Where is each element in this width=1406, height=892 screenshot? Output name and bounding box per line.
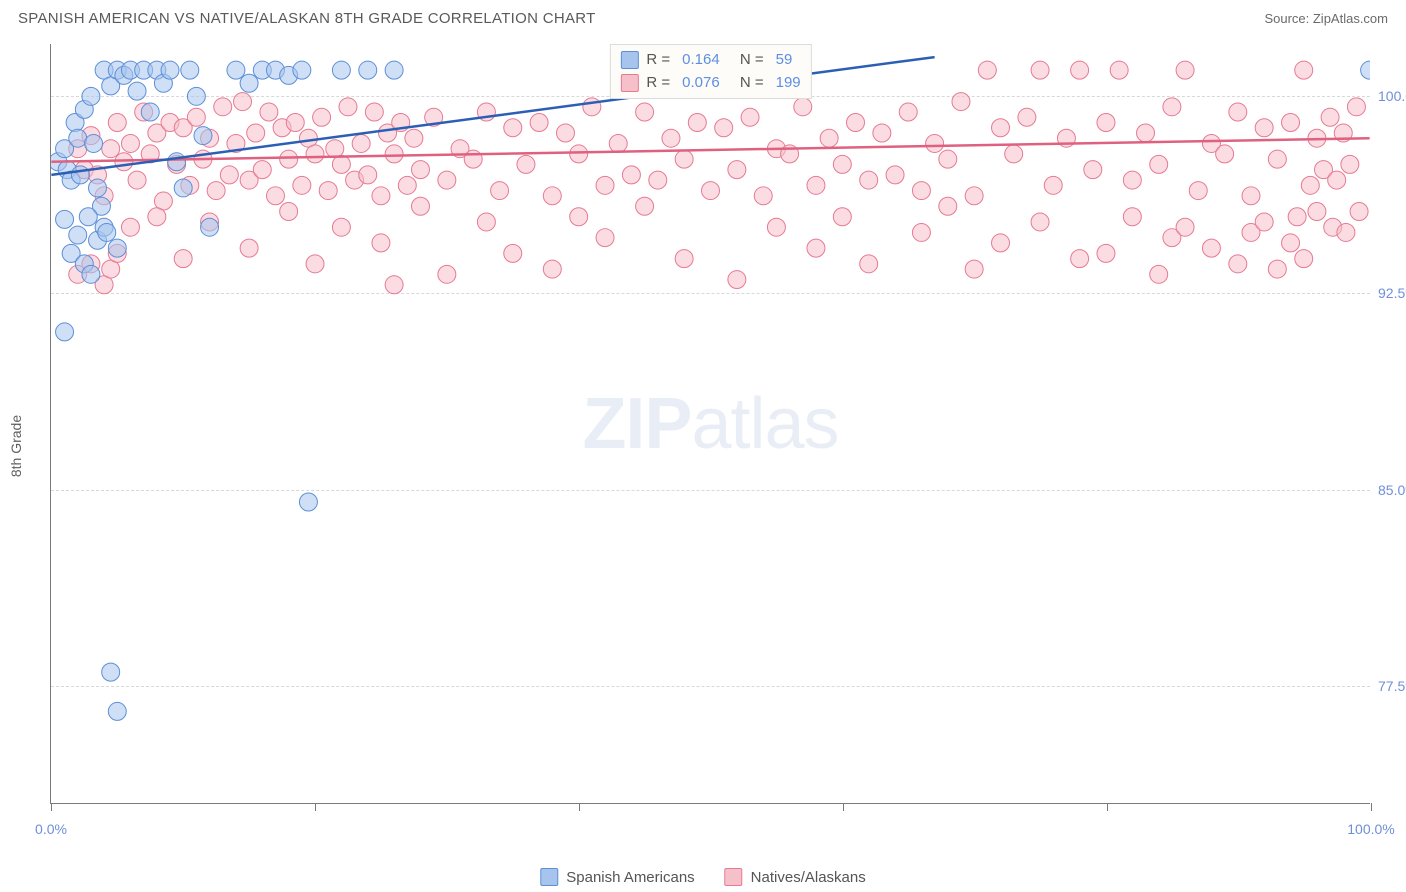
scatter-svg — [51, 44, 1370, 803]
x-tick — [51, 803, 52, 811]
n-label: N = — [740, 49, 764, 72]
correlation-row-2: R = 0.076 N = 199 — [620, 72, 800, 95]
y-tick-label: 92.5% — [1378, 285, 1406, 301]
chart-title: SPANISH AMERICAN VS NATIVE/ALASKAN 8TH G… — [18, 10, 596, 27]
legend-item-1: Spanish Americans — [540, 868, 694, 886]
source-label: Source: — [1264, 11, 1312, 26]
n-label-2: N = — [740, 72, 764, 95]
x-tick — [1107, 803, 1108, 811]
series1-r-value: 0.164 — [682, 49, 720, 72]
correlation-row-1: R = 0.164 N = 59 — [620, 49, 800, 72]
y-tick-label: 100.0% — [1378, 88, 1406, 104]
legend-item-2: Natives/Alaskans — [725, 868, 866, 886]
y-axis-label: 8th Grade — [8, 415, 24, 477]
series1-legend-label: Spanish Americans — [566, 869, 694, 886]
x-tick — [1371, 803, 1372, 811]
y-tick-label: 85.0% — [1378, 482, 1406, 498]
x-tick-label: 100.0% — [1347, 821, 1394, 837]
x-tick — [843, 803, 844, 811]
series2-swatch — [620, 74, 638, 92]
x-tick-label: 0.0% — [35, 821, 67, 837]
r-label: R = — [646, 49, 670, 72]
series1-legend-swatch — [540, 868, 558, 886]
correlation-legend: R = 0.164 N = 59 R = 0.076 N = 199 — [609, 44, 811, 99]
series1-n-value: 59 — [776, 49, 793, 72]
chart-header: SPANISH AMERICAN VS NATIVE/ALASKAN 8TH G… — [0, 0, 1406, 33]
r-label-2: R = — [646, 72, 670, 95]
source-name: ZipAtlas.com — [1313, 11, 1388, 26]
y-tick-label: 77.5% — [1378, 678, 1406, 694]
series-legend: Spanish Americans Natives/Alaskans — [540, 868, 865, 886]
x-tick — [579, 803, 580, 811]
series1-swatch — [620, 51, 638, 69]
series2-n-value: 199 — [776, 72, 801, 95]
series2-legend-label: Natives/Alaskans — [751, 869, 866, 886]
chart-plot-area: ZIPatlas R = 0.164 N = 59 R = 0.076 N = … — [50, 44, 1370, 804]
source-attribution: Source: ZipAtlas.com — [1264, 11, 1388, 26]
series2-legend-swatch — [725, 868, 743, 886]
x-tick — [315, 803, 316, 811]
series2-r-value: 0.076 — [682, 72, 720, 95]
